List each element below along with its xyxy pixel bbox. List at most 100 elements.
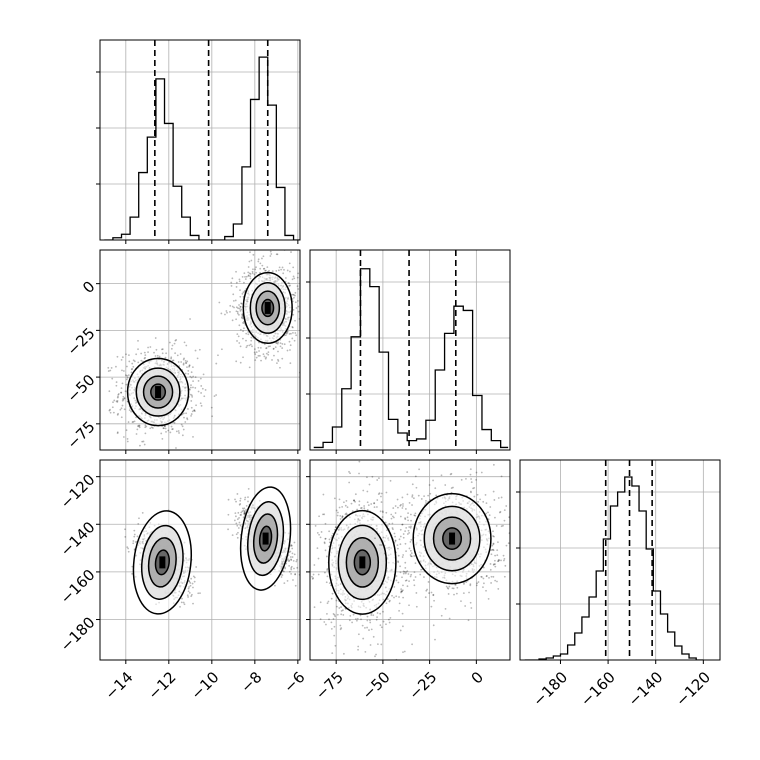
scatter-point [115,400,118,403]
scatter-point [138,517,140,520]
scatter-point [119,408,122,411]
scatter-point [192,435,194,438]
scatter-point [239,295,242,298]
scatter-point [391,594,393,597]
scatter-point [296,285,299,288]
scatter-point [316,531,319,534]
scatter-point [245,275,248,278]
scatter-point [402,572,405,575]
scatter-point [244,276,246,278]
scatter-point [131,572,134,575]
panel-frame [99,459,301,661]
scatter-point [243,512,246,515]
scatter-point [243,272,246,275]
scatter-point [156,354,159,357]
scatter-point [353,499,355,501]
scatter-point [171,428,174,431]
scatter-point [187,372,190,375]
scatter-point [359,507,362,510]
scatter-point [122,398,125,401]
scatter-point [254,268,257,271]
scatter-point [141,440,144,443]
scatter-point [251,270,254,273]
scatter-point [182,601,185,604]
scatter-point [394,535,396,538]
scatter-point [120,387,123,390]
scatter-point [403,650,406,653]
scatter-point [402,596,405,599]
scatter-point [232,299,235,302]
scatter-point [264,269,266,272]
scatter-point [328,541,331,544]
scatter-point [177,430,180,432]
scatter-point [446,586,449,589]
scatter-point [330,621,333,624]
scatter-point [116,431,119,434]
scatter-point [189,375,192,378]
scatter-point [302,311,304,313]
scatter-point [290,572,293,575]
scatter-point [465,581,468,584]
scatter-point [152,427,154,429]
scatter-point [296,553,298,555]
scatter-point [253,348,256,351]
scatter-point [493,499,496,501]
scatter-point [328,618,330,621]
scatter-point [351,621,354,624]
scatter-point [233,306,235,309]
scatter-point [352,499,355,502]
scatter-point [241,292,244,295]
scatter-point [324,538,327,540]
scatter-point [239,514,242,516]
scatter-point [217,354,219,357]
scatter-point [274,346,277,349]
scatter-point [319,601,322,604]
scatter-point [410,538,413,541]
scatter-point [220,348,223,351]
scatter-point [386,529,388,532]
scatter-point [258,350,260,352]
scatter-point [137,522,140,525]
scatter-point [263,267,266,270]
scatter-point [231,319,234,322]
scatter-point [255,271,258,274]
scatter-point [140,359,143,362]
scatter-point [357,648,359,651]
scatter-point [123,397,126,400]
scatter-point [276,253,279,256]
scatter-point [239,524,242,527]
scatter-point [127,547,129,550]
scatter-point [367,504,370,507]
scatter-point [193,410,196,413]
scatter-point [397,581,400,584]
scatter-point [137,339,139,342]
scatter-point [294,332,297,334]
scatter-point [189,393,192,396]
scatter-point [144,354,147,357]
scatter-point [267,353,270,356]
scatter-point [311,309,313,311]
scatter-point [319,536,322,539]
scatter-point [296,566,299,569]
scatter-point [238,516,240,519]
scatter-point [167,429,170,432]
scatter-point [165,430,167,433]
scatter-point [240,302,243,305]
scatter-point [238,521,241,524]
scatter-point [234,512,237,515]
scatter-point [292,331,294,334]
panel-content [104,40,300,240]
scatter-point [117,393,120,396]
scatter-point [393,532,396,535]
scatter-point [469,584,472,587]
scatter-point [492,543,495,546]
scatter-point [440,474,443,477]
scatter-point [238,342,241,344]
scatter-point [301,312,303,314]
scatter-point [376,506,378,508]
scatter-point [203,395,206,398]
scatter-point [366,619,369,622]
panel-frame [519,459,721,661]
scatter-point [292,294,295,296]
scatter-point [247,500,249,503]
